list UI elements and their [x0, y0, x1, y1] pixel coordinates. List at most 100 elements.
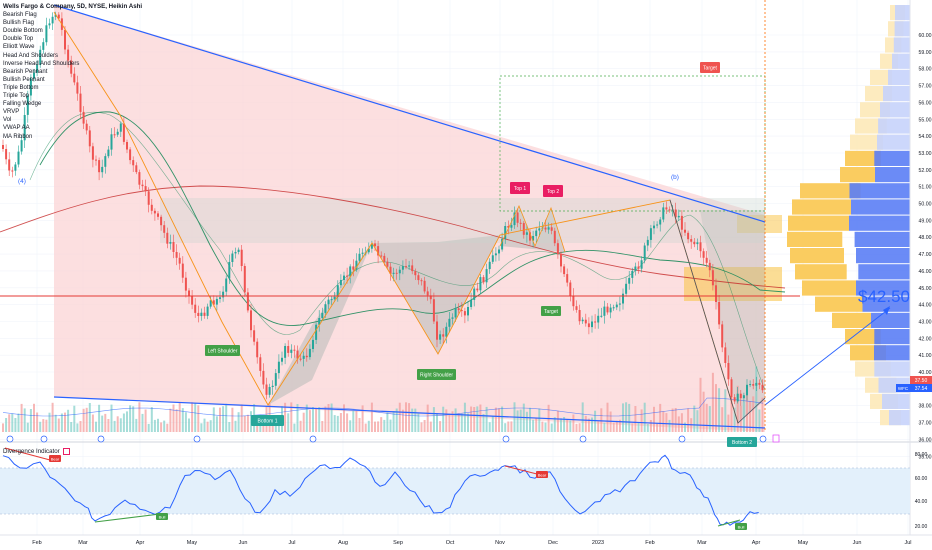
candle-body [761, 384, 764, 391]
volume-bar [575, 423, 578, 432]
volume-bar [166, 423, 169, 432]
indicator-item[interactable]: Bearish Flag [3, 12, 37, 19]
indicator-item[interactable]: Head And Shoulders [3, 52, 59, 59]
candle-body [591, 321, 593, 328]
event-marker[interactable] [502, 435, 510, 443]
time-tick: Jul [904, 540, 911, 546]
event-marker[interactable] [309, 435, 317, 443]
target-dotted-box [499, 75, 766, 212]
volume-bar [380, 417, 383, 432]
vrvp-bar-blue [875, 167, 910, 183]
last-price-tag-blue: 37.54 [910, 384, 932, 392]
candle-body [556, 243, 559, 254]
volume-bar [206, 421, 209, 432]
indicator-item[interactable]: Falling Wedge [3, 101, 42, 108]
volume-bar [181, 408, 184, 432]
volume-bar [572, 414, 575, 432]
volume-bar [215, 416, 218, 432]
wedge-upper-line[interactable] [53, 4, 766, 223]
volume-bar [721, 407, 724, 432]
indicator-item[interactable]: Double Top [3, 36, 34, 43]
volume-bar [758, 409, 761, 432]
candle-body [237, 249, 240, 252]
wedge-lower-line[interactable] [53, 396, 766, 429]
price-tick: 50.00 [919, 202, 932, 208]
vrvp-bar-blue [894, 21, 910, 37]
price-tick: 53.00 [919, 151, 932, 157]
volume-bar [364, 423, 367, 432]
candle-body [631, 270, 634, 278]
volume-bar [752, 396, 755, 432]
consolidation-box [160, 198, 765, 243]
rsi-tick: 20.00 [915, 524, 928, 530]
candle-body [377, 246, 380, 256]
candle-body [20, 140, 23, 152]
indicator-item[interactable]: MA Ribbon [3, 133, 33, 140]
event-marker[interactable] [579, 435, 587, 443]
indicator-item[interactable]: Elliott Wave [3, 44, 35, 51]
projection-arrow-line[interactable] [764, 307, 891, 406]
indicator-item[interactable]: VRVP [3, 109, 20, 116]
volume-bar [538, 408, 541, 432]
candle-body [358, 253, 361, 261]
vrvp-bar-blue [856, 248, 910, 264]
volume-bar [377, 421, 380, 432]
indicator-item[interactable]: Bearish Pennant [3, 68, 48, 75]
price-axis[interactable]: 60.00 59.00 58.00 57.00 56.00 55.00 54.00 53.00… [919, 33, 932, 460]
candle-body [188, 290, 190, 296]
volume-bar [631, 423, 634, 432]
divergence-indicator-title[interactable]: Divergence Indicator [3, 448, 70, 455]
volume-bar [491, 416, 494, 432]
left-shoulder-label: Left Shoulder [205, 345, 240, 356]
bull-label-1: Bull [156, 513, 168, 520]
indicator-item[interactable]: VWAP AA [3, 125, 30, 132]
candle-body [14, 164, 17, 171]
volume-bar [98, 404, 101, 432]
event-marker[interactable] [193, 435, 201, 443]
candle-body [498, 249, 500, 254]
volume-bar [219, 407, 221, 432]
event-marker[interactable] [678, 435, 686, 443]
indicator-item[interactable]: Vol [3, 117, 12, 124]
candle-body [122, 123, 125, 142]
event-markers[interactable] [6, 434, 780, 443]
candle-body [454, 308, 457, 318]
volume-bar [463, 402, 466, 432]
double-bottom-area [700, 210, 765, 423]
indicator-item[interactable]: Double Bottom [3, 28, 43, 35]
indicator-item[interactable]: Bullish Flag [3, 20, 35, 27]
candle-body [519, 222, 522, 224]
candle-body [721, 324, 724, 348]
volume-bar [519, 409, 522, 432]
candle-body [426, 291, 429, 296]
candle-body [699, 242, 702, 252]
event-marker[interactable] [97, 435, 105, 443]
split-marker[interactable] [772, 434, 780, 443]
time-axis[interactable]: Feb Mar Apr May Jun Jul Aug Sep Oct Nov Dec 2023 Feb… [32, 540, 911, 546]
indicator-item[interactable]: Inverse Head And Shoulders [3, 60, 80, 67]
indicator-item[interactable]: Triple Top [3, 93, 30, 100]
volume-bar [594, 410, 597, 432]
event-marker[interactable] [759, 435, 767, 443]
indicator-item[interactable]: Bullish Pennant [3, 76, 45, 83]
indicator-settings-icon[interactable] [62, 448, 70, 455]
volume-bar [730, 395, 733, 432]
candle-body [690, 239, 693, 242]
candle-body [749, 384, 752, 386]
event-marker[interactable] [40, 435, 48, 443]
time-tick: Feb [645, 540, 654, 546]
volume-bar [504, 423, 507, 432]
volume-bar [736, 385, 739, 432]
candle-body [169, 242, 172, 244]
symbol-title[interactable]: Wells Fargo & Company, 5D, NYSE, Heikin … [3, 3, 143, 10]
volume-bar [637, 422, 640, 432]
event-marker[interactable] [6, 435, 14, 443]
indicator-item[interactable]: Triple Bottom [3, 84, 39, 91]
candle-body [758, 382, 761, 385]
volume-bar [73, 405, 76, 432]
volume-bar [684, 422, 686, 432]
candle-body [569, 282, 572, 296]
elliott-wave-line[interactable] [53, 11, 739, 424]
volume-bar [584, 415, 587, 432]
